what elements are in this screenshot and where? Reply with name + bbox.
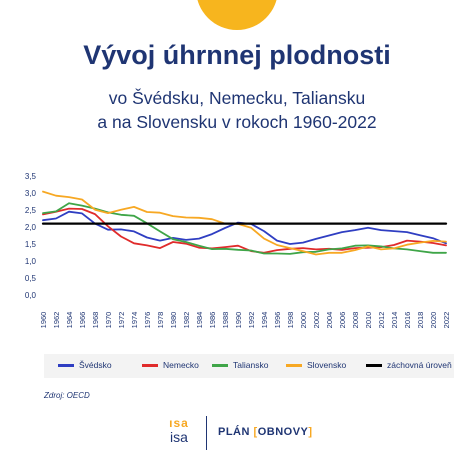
legend-swatch: [366, 364, 382, 368]
plan-obnovy-logo: PLÁN [OBNOVY]: [218, 426, 313, 438]
legend-swatch: [58, 364, 74, 368]
page-title: Vývoj úhrnnej plodnosti: [83, 40, 391, 70]
x-tick-label: 2008: [351, 312, 360, 329]
y-tick-label: 2,0: [25, 223, 37, 232]
legend-item-2: Nemecko: [142, 360, 199, 370]
x-tick-label: 1978: [156, 312, 165, 329]
bracket-right: ]: [308, 426, 313, 438]
obnovy-logo-text: OBNOVY: [257, 426, 309, 438]
y-tick-label: 3,5: [25, 172, 37, 181]
chart-legend: Švédsko Nemecko Taliansko Slovensko záchovná…: [44, 354, 454, 378]
legend-item-1: Švédsko: [58, 360, 112, 370]
x-tick-label: 1968: [91, 312, 100, 329]
x-tick-label: 1984: [195, 312, 204, 329]
isa-logo-text: isa: [170, 429, 188, 445]
x-tick-label: 1980: [169, 312, 178, 329]
legend-item-5: záchovná úroveň: [366, 360, 452, 370]
x-tick-label: 2010: [364, 312, 373, 329]
x-tick-label: 1994: [260, 312, 269, 329]
legend-label: Slovensko: [307, 360, 347, 370]
x-tick-label: 2020: [429, 312, 438, 329]
y-tick-label: 0,5: [25, 274, 37, 283]
page-subtitle-line2: a na Slovensku v rokoch 1960-2022: [97, 112, 377, 132]
legend-item-3: Taliansko: [212, 360, 268, 370]
page-subtitle-line1: vo Švédsku, Nemecku, Taliansku: [108, 88, 366, 108]
x-tick-label: 2002: [312, 312, 321, 329]
x-tick-label: 2000: [299, 312, 308, 329]
legend-label: Taliansko: [233, 360, 269, 370]
y-tick-label: 2,5: [25, 206, 37, 215]
x-tick-label: 1966: [78, 312, 87, 329]
x-tick-label: 2012: [377, 312, 386, 329]
series-line-1: [42, 210, 447, 245]
x-tick-label: 2006: [338, 312, 347, 329]
x-tick-label: 2004: [325, 312, 334, 329]
series-line-2: [42, 207, 447, 254]
x-tick-label: 1982: [182, 312, 191, 329]
x-tick-label: 1976: [143, 312, 152, 329]
legend-label: záchovná úroveň: [387, 360, 452, 370]
legend-swatch: [212, 364, 228, 368]
legend-label: Švédsko: [79, 360, 112, 370]
y-tick-label: 3,0: [25, 189, 37, 198]
x-tick-label: 1990: [234, 312, 243, 329]
x-tick-label: 1986: [208, 312, 217, 329]
x-tick-label: 2022: [442, 312, 451, 329]
x-tick-label: 1974: [130, 312, 139, 329]
isa-logo-mark: ısa: [169, 416, 189, 430]
y-tick-label: 0,0: [25, 291, 37, 300]
x-tick-label: 1996: [273, 312, 282, 329]
x-tick-label: 1960: [39, 312, 48, 329]
x-tick-label: 1972: [117, 312, 126, 329]
plan-logo-text: PLÁN: [218, 426, 250, 438]
source-note: Zdroj: OECD: [44, 391, 90, 400]
y-tick-label: 1,5: [25, 240, 37, 249]
legend-item-4: Slovensko: [286, 360, 346, 370]
x-tick-label: 1962: [52, 312, 61, 329]
y-tick-label: 1,0: [25, 257, 37, 266]
x-tick-label: 2014: [390, 312, 399, 329]
x-tick-label: 2016: [403, 312, 412, 329]
legend-label: Nemecko: [163, 360, 199, 370]
x-tick-label: 1988: [221, 312, 230, 329]
x-tick-label: 1964: [65, 312, 74, 329]
legend-swatch: [142, 364, 158, 368]
isa-logo: ısa isa: [160, 417, 198, 445]
x-tick-label: 1970: [104, 312, 113, 329]
x-tick-label: 1998: [286, 312, 295, 329]
bracket-left: [: [253, 426, 258, 438]
x-tick-label: 1992: [247, 312, 256, 329]
legend-swatch: [286, 364, 302, 368]
logo-divider: [206, 416, 207, 450]
series-line-4: [42, 190, 447, 256]
x-tick-label: 2018: [416, 312, 425, 329]
